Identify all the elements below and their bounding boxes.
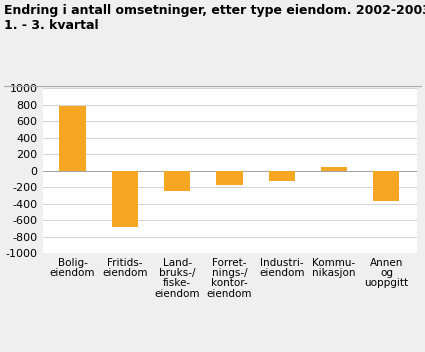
Text: Endring i antall omsetninger, etter type eiendom. 2002-2003*.
1. - 3. kvartal: Endring i antall omsetninger, etter type…: [4, 4, 425, 32]
Bar: [60, 106, 86, 171]
Bar: [269, 171, 295, 182]
Bar: [373, 171, 399, 201]
Bar: [216, 171, 243, 185]
Bar: [321, 166, 347, 171]
Bar: [164, 171, 190, 191]
Bar: [112, 171, 138, 227]
